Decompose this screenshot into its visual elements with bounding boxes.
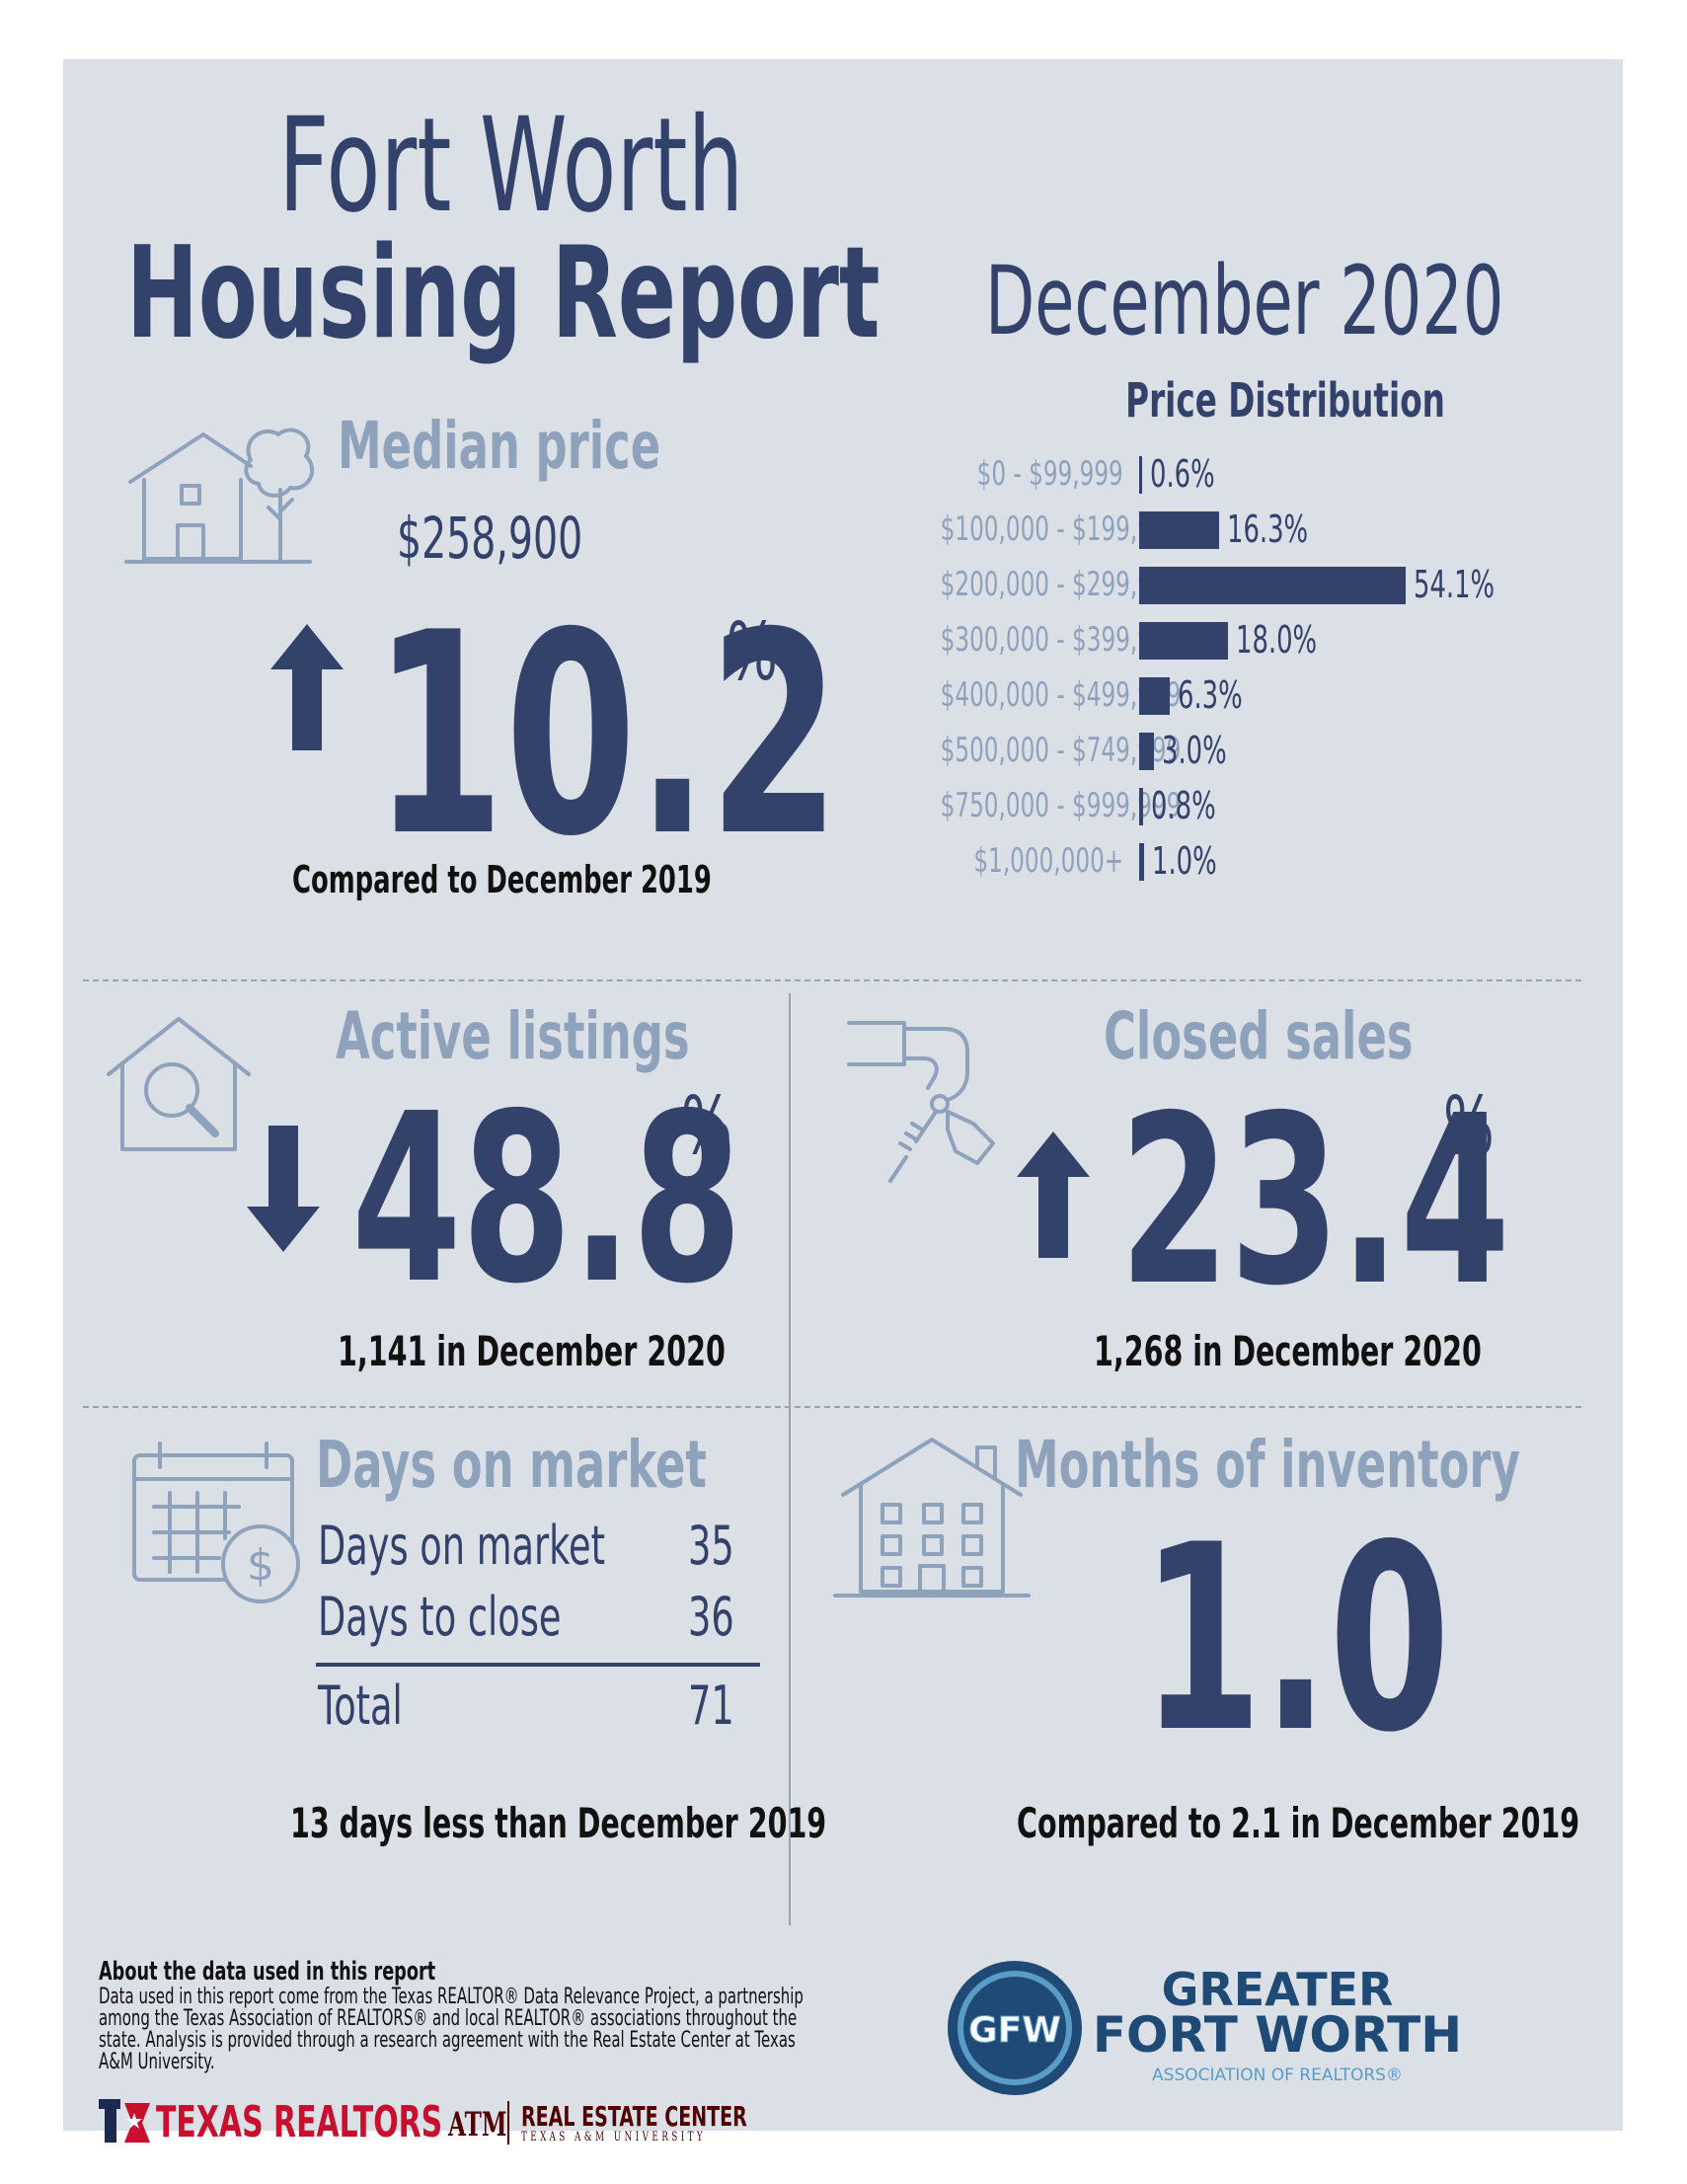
gfw-line3: ASSOCIATION OF REALTORS® (1152, 2066, 1403, 2085)
price-range-bar (1139, 843, 1144, 881)
price-range-label: $100,000 - $199,999 (940, 509, 1182, 549)
gfw-line1: GREATER (1161, 1963, 1394, 2016)
price-range-label: $200,000 - $299,999 (940, 565, 1182, 604)
rec-divider (507, 2101, 509, 2145)
price-range-label: $750,000 - $999,999 (940, 786, 1182, 825)
divider-vertical (789, 993, 791, 1925)
active-listings-note: 1,141 in December 2020 (338, 1327, 726, 1375)
city-title: Fort Worth (278, 90, 744, 242)
divider-middle (83, 1406, 1581, 1408)
price-range-value: 0.6% (1150, 452, 1215, 496)
price-range-value: 0.8% (1151, 784, 1216, 827)
arrow-up-icon (270, 624, 344, 750)
price-range-label: $500,000 - $749,999 (940, 731, 1182, 770)
median-price-note: Compared to December 2019 (292, 858, 712, 901)
months-inventory-note: Compared to 2.1 in December 2019 (1017, 1799, 1580, 1847)
median-price-unit: % (727, 606, 778, 698)
price-range-value: 3.0% (1162, 729, 1227, 772)
gfw-line2: FORT WORTH (1092, 2006, 1463, 2064)
median-price-title: Median price (338, 408, 661, 484)
price-range-label: $1,000,000+ (973, 841, 1123, 881)
median-price-change: 10.2 (373, 573, 841, 897)
report-panel: Fort Worth Housing Report December 2020 … (63, 59, 1623, 2146)
price-range-value: 1.0% (1152, 839, 1217, 883)
house-tree-icon (124, 428, 314, 564)
arrow-up-icon-2 (1017, 1131, 1090, 1258)
price-range-bar (1139, 788, 1143, 825)
dom-total-rule (316, 1663, 760, 1667)
gfw-seal-icon: GFW (948, 1961, 1082, 2095)
price-distribution-title: Price Distribution (1125, 373, 1445, 429)
svg-text:$: $ (247, 1540, 274, 1591)
months-inventory-value: 1.0 (1141, 1491, 1451, 1789)
closed-sales-unit: % (1443, 1080, 1495, 1172)
price-range-label: $400,000 - $499,999 (940, 675, 1182, 715)
atm-logo: ATM (448, 2105, 507, 2145)
days-on-market-note: 13 days less than December 2019 (290, 1799, 827, 1847)
price-range-bar (1139, 511, 1219, 549)
price-range-bar (1139, 733, 1154, 770)
rec-subtitle: TEXAS A&M UNIVERSITY (521, 2130, 707, 2145)
closed-sales-change: 23.4 (1119, 1065, 1510, 1337)
building-icon (833, 1438, 1031, 1598)
gfw-monogram: GFW (968, 2010, 1061, 2051)
closed-sales-title: Closed sales (1104, 998, 1414, 1074)
dom-row-1-label: Days on market (318, 1515, 606, 1577)
dom-row-1-value: 35 (688, 1515, 734, 1577)
price-range-value: 6.3% (1178, 673, 1243, 717)
price-range-value: 16.3% (1227, 507, 1309, 551)
closed-sales-note: 1,268 in December 2020 (1094, 1327, 1482, 1375)
texas-realtors-logo-text: TEXAS REALTORS (156, 2097, 443, 2147)
divider-top (83, 979, 1581, 981)
months-inventory-title: Months of inventory (1015, 1427, 1520, 1503)
hand-keys-icon (847, 1021, 995, 1183)
price-range-value: 18.0% (1236, 618, 1318, 662)
active-listings-change: 48.8 (351, 1063, 742, 1335)
house-search-icon (107, 1017, 251, 1151)
price-range-label: $300,000 - $399,999 (940, 620, 1182, 660)
price-range-bar (1139, 677, 1170, 715)
active-listings-title: Active listings (336, 998, 690, 1074)
dom-row-2-value: 36 (688, 1586, 734, 1648)
price-range-bar (1139, 456, 1142, 494)
report-period: December 2020 (985, 246, 1504, 356)
dom-total-value: 71 (688, 1675, 734, 1737)
price-range-bar (1139, 567, 1406, 604)
median-price-value: $258,900 (397, 505, 583, 572)
price-range-label: $0 - $99,999 (976, 454, 1123, 494)
active-listings-unit: % (681, 1080, 732, 1172)
price-distribution-chart: $0 - $99,999 0.6% $100,000 - $199,999 16.3%… (833, 452, 1495, 908)
arrow-down-icon (247, 1126, 320, 1252)
dom-row-2-label: Days to close (318, 1586, 562, 1648)
days-on-market-title: Days on market (316, 1427, 707, 1503)
price-range-bar (1139, 622, 1228, 660)
dom-total-label: Total (318, 1675, 403, 1737)
price-range-value: 54.1% (1414, 563, 1495, 606)
about-title: About the data used in this report (99, 1957, 436, 1987)
rec-title: REAL ESTATE CENTER (521, 2100, 747, 2133)
texas-realtors-flag-icon (99, 2099, 150, 2143)
report-title: Housing Report (126, 220, 881, 367)
calendar-dollar-icon: $ (132, 1442, 300, 1603)
about-body: Data used in this report come from the T… (99, 1985, 804, 2074)
